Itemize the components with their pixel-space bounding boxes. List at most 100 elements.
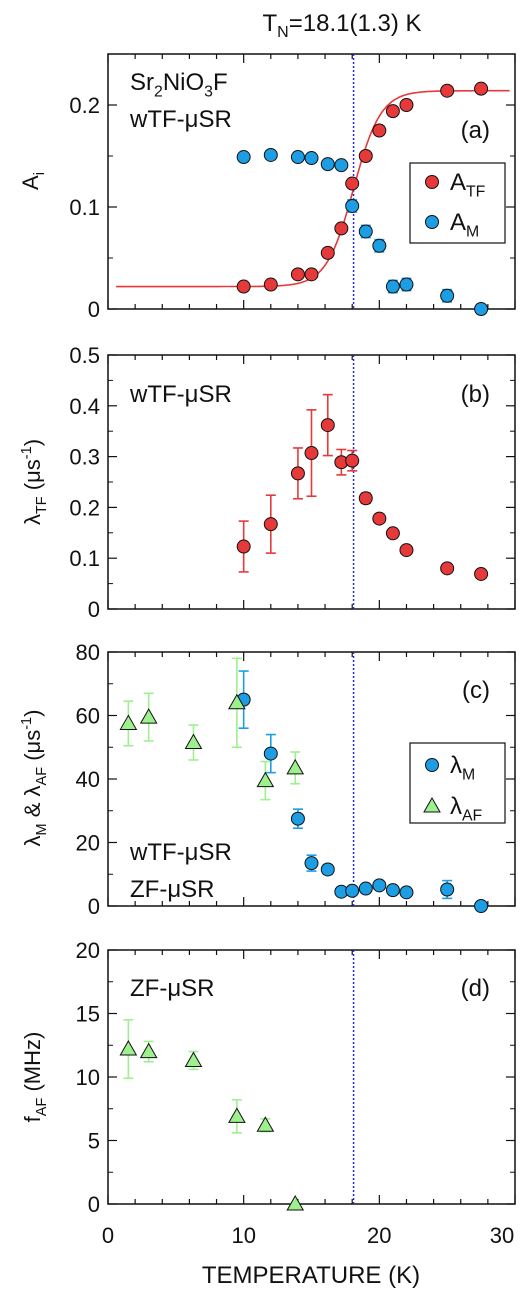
series-λAF (119, 657, 305, 801)
y-axis-label: Ai (18, 172, 48, 190)
annotation-label: wTF-μSR (129, 839, 232, 866)
y-tick-label: 0 (88, 1192, 100, 1217)
circle-marker (399, 885, 414, 900)
circle-marker (440, 288, 455, 303)
triangle-marker (228, 1107, 246, 1123)
triangle-marker (256, 1116, 275, 1132)
label-part: f (20, 1115, 45, 1122)
x-axis-label: TEMPERATURE (K) (202, 1262, 420, 1289)
y-tick-label: 0.5 (69, 343, 100, 368)
circle-marker (345, 883, 360, 898)
label-part: (μs (20, 459, 45, 496)
header-tn-sub: N (277, 24, 289, 41)
y-tick-label: 5 (88, 1129, 100, 1154)
panel-label: (b) (461, 381, 490, 408)
x-tick-label: 0 (102, 1223, 114, 1248)
triangle-marker (139, 708, 158, 724)
triangle-marker (139, 1042, 158, 1059)
label-part: -1 (19, 717, 35, 730)
annotation-label: wTF-μSR (129, 106, 232, 133)
circle-marker (345, 198, 360, 213)
circle-marker (236, 150, 251, 165)
plot-frame (107, 53, 516, 310)
circle-marker (290, 150, 305, 165)
y-tick-label: 15 (76, 1002, 100, 1027)
panel-label: (d) (461, 975, 490, 1002)
y-tick-label: 0 (88, 597, 100, 622)
circle-marker (358, 881, 373, 896)
circle-marker (358, 149, 373, 163)
circle-marker (372, 878, 387, 893)
label-part: λ (20, 514, 45, 525)
y-tick-label: 0.2 (69, 495, 100, 520)
circle-marker (385, 526, 400, 541)
annotation-label: ZF-μSR (130, 876, 214, 903)
circle-marker (334, 221, 349, 236)
legend-entry-label: AM (450, 209, 479, 241)
circle-marker (358, 224, 373, 239)
circle-marker (304, 856, 319, 871)
triangle-marker (228, 693, 246, 710)
y-tick-label: 0 (88, 894, 100, 919)
x-tick-label: 20 (367, 1223, 391, 1248)
circle-marker (345, 176, 360, 191)
legend-box (409, 162, 506, 244)
x-tick-label: 30 (490, 1223, 514, 1248)
y-tick-label: 0.3 (69, 445, 100, 470)
circle-marker (385, 279, 400, 294)
circle-marker (304, 267, 319, 282)
circle-marker (385, 104, 400, 119)
y-tick-label: 80 (76, 640, 100, 665)
y-tick-label: 20 (76, 831, 100, 856)
label-part: λ (20, 835, 45, 846)
circle-marker (372, 511, 387, 526)
y-axis-label: λTF (μs-1) (19, 439, 50, 525)
circle-marker (425, 758, 439, 772)
circle-marker (304, 151, 319, 166)
circle-marker (440, 561, 455, 576)
label-part: F (213, 69, 228, 96)
circle-marker (399, 98, 414, 112)
triangle-marker (286, 1194, 305, 1211)
label-part: A (450, 209, 466, 236)
label-part: 3 (204, 84, 213, 101)
annotation-compound: Sr2NiO3F (130, 69, 228, 101)
circle-marker (474, 302, 489, 316)
circle-marker (263, 277, 278, 292)
circle-marker (334, 158, 349, 173)
label-part: ) (20, 439, 45, 446)
triangle-marker (184, 1051, 203, 1067)
label-part: NiO (163, 69, 204, 96)
circle-marker (474, 81, 489, 96)
circle-marker (320, 418, 335, 433)
label-part: A (450, 169, 466, 196)
circle-marker (358, 491, 373, 506)
annotation-label: wTF-μSR (129, 381, 232, 408)
header-tn: TN=18.1(1.3) K (263, 10, 422, 41)
label-part: AF (462, 808, 483, 825)
label-part: TF (466, 184, 486, 201)
header-tn-main: T (263, 10, 278, 37)
circle-marker (320, 157, 335, 172)
circle-marker (440, 83, 455, 98)
panel-b: 0 0.1 0.2 0.3 0.4 0.5 (b) wTF-μSR λTF (μs-1) (19, 343, 516, 622)
label-part: λ (450, 752, 462, 779)
circle-marker (425, 215, 439, 229)
circle-marker (304, 446, 319, 461)
panel-label: (c) (462, 677, 490, 704)
series-AM (236, 147, 489, 316)
circle-marker (345, 453, 360, 468)
triangle-marker (119, 714, 138, 730)
legend-entry-label: λM (450, 752, 475, 784)
legend-entry-label: ATF (450, 169, 486, 201)
circle-marker (236, 539, 251, 554)
y-tick-label: 0.4 (69, 394, 100, 419)
circle-marker (399, 543, 414, 558)
label-part: TF (34, 496, 50, 514)
y-axis-label: fAF (MHz) (20, 1032, 50, 1123)
circle-marker (372, 238, 387, 253)
y-tick-label: 10 (76, 1065, 100, 1090)
